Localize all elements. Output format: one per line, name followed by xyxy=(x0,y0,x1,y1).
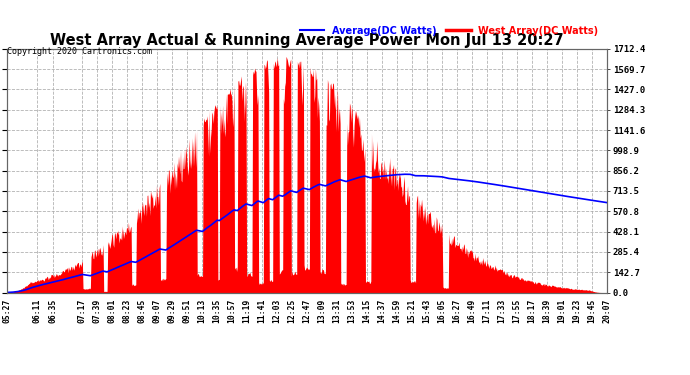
Title: West Array Actual & Running Average Power Mon Jul 13 20:27: West Array Actual & Running Average Powe… xyxy=(50,33,564,48)
Legend: Average(DC Watts), West Array(DC Watts): Average(DC Watts), West Array(DC Watts) xyxy=(296,22,602,40)
Text: Copyright 2020 Cartronics.com: Copyright 2020 Cartronics.com xyxy=(7,47,152,56)
